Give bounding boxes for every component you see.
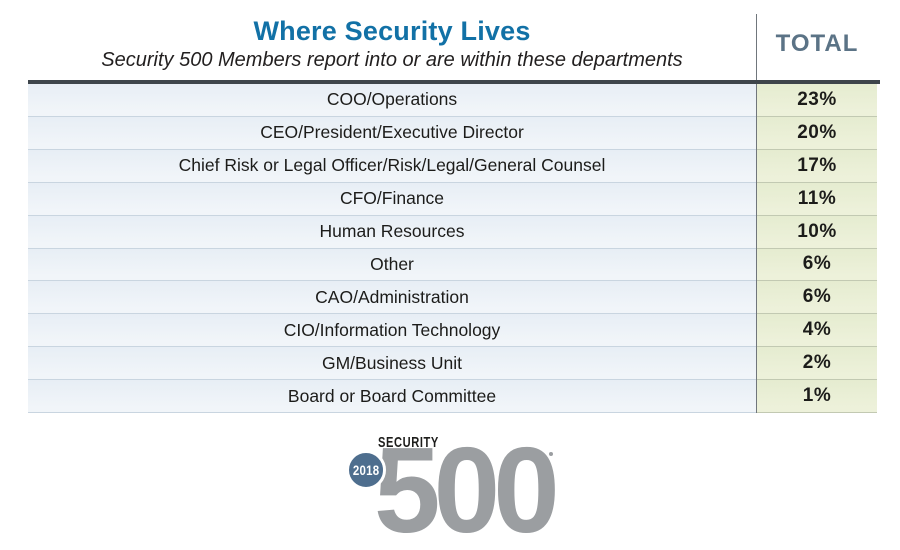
table-row: Human Resources 10% (28, 215, 877, 249)
page-title: Where Security Lives (253, 16, 531, 46)
logo-brand-text: SECURITY (378, 434, 439, 451)
total-cell: 2% (757, 347, 877, 381)
table-row: Board or Board Committee 1% (28, 380, 877, 414)
table-row: CEO/President/Executive Director 20% (28, 116, 877, 150)
page-subtitle: Security 500 Members report into or are … (101, 49, 683, 71)
department-cell: CAO/Administration (28, 281, 756, 315)
total-cell: 23% (757, 84, 877, 117)
total-cell: 10% (757, 215, 877, 249)
table-row: GM/Business Unit 2% (28, 347, 877, 381)
logo-500-text: 500 (374, 422, 560, 550)
department-cell: CIO/Information Technology (28, 314, 756, 348)
department-cell: CEO/President/Executive Director (28, 116, 756, 150)
total-cell: 4% (757, 314, 877, 348)
department-cell: Board or Board Committee (28, 380, 756, 414)
total-cell: 1% (757, 380, 877, 414)
total-cell: 6% (757, 281, 877, 315)
department-cell: COO/Operations (28, 84, 756, 117)
total-cell: 17% (757, 149, 877, 183)
registered-mark-icon (549, 452, 553, 456)
total-cell: 6% (757, 248, 877, 282)
table-row: Chief Risk or Legal Officer/Risk/Legal/G… (28, 149, 877, 183)
department-cell: CFO/Finance (28, 182, 756, 216)
logo-year-text: 2018 (352, 462, 380, 478)
total-column-header: TOTAL (775, 30, 859, 57)
department-cell: Chief Risk or Legal Officer/Risk/Legal/G… (28, 149, 756, 183)
logo-year-badge: 2018 (346, 450, 386, 490)
table-row: CAO/Administration 6% (28, 281, 877, 315)
department-cell: Other (28, 248, 756, 282)
total-cell: 20% (757, 116, 877, 150)
department-cell: Human Resources (28, 215, 756, 249)
total-cell: 11% (757, 182, 877, 216)
table-row: CFO/Finance 11% (28, 182, 877, 216)
table-row: CIO/Information Technology 4% (28, 314, 877, 348)
table-body: COO/Operations 23% CEO/President/Executi… (28, 84, 877, 414)
header-rule-line (28, 80, 880, 84)
table-row: Other 6% (28, 248, 877, 282)
table-row: COO/Operations 23% (28, 84, 877, 117)
department-cell: GM/Business Unit (28, 347, 756, 381)
column-divider-line (756, 14, 757, 413)
